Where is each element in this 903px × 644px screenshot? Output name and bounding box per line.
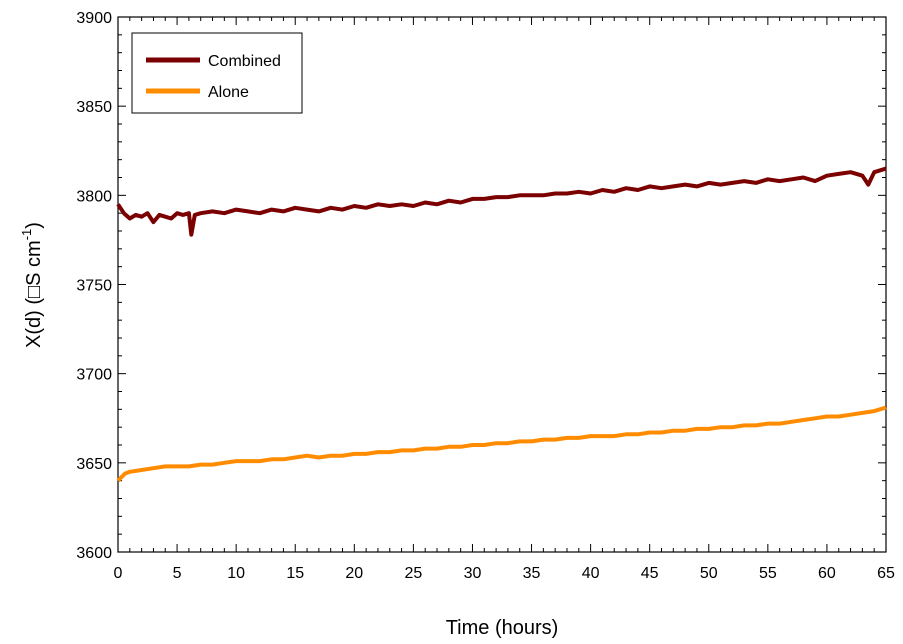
x-axis-title: Time (hours) xyxy=(446,617,559,639)
y-axis-title-close: ) xyxy=(23,222,45,229)
y-axis-title-main: X(d) (□S cm xyxy=(23,240,45,348)
series-line-combined xyxy=(116,166,887,237)
svg-text:X(d) (□S cm-1): X(d) (□S cm-1) xyxy=(19,222,45,348)
legend-label-alone: Alone xyxy=(208,84,249,101)
x-tick-label: 5 xyxy=(173,565,182,582)
x-tick-label: 15 xyxy=(286,565,304,582)
series-line-alone xyxy=(116,405,887,483)
y-tick-label: 3750 xyxy=(76,278,112,295)
y-tick-label: 3900 xyxy=(76,10,112,27)
x-tick-label: 20 xyxy=(345,565,363,582)
x-tick-label: 40 xyxy=(582,565,600,582)
series-layer xyxy=(116,166,887,483)
y-axis: 3600 3650 3700 3750 3800 3850 3900 xyxy=(76,10,886,562)
y-tick-label: 3850 xyxy=(76,99,112,116)
y-axis-title-superscript: -1 xyxy=(19,229,34,241)
x-tick-label: 55 xyxy=(759,565,777,582)
legend-box xyxy=(131,32,303,114)
x-tick-label: 10 xyxy=(227,565,245,582)
x-tick-label: 0 xyxy=(114,565,123,582)
legend: Combined Alone xyxy=(131,32,303,114)
x-tick-label: 25 xyxy=(404,565,422,582)
y-tick-label: 3700 xyxy=(76,367,112,384)
x-tick-label: 35 xyxy=(523,565,541,582)
legend-label-combined: Combined xyxy=(208,53,281,70)
y-tick-label: 3800 xyxy=(76,188,112,205)
x-axis: 0 5 10 15 20 25 30 35 40 45 50 55 60 65 xyxy=(114,17,895,582)
x-tick-label: 50 xyxy=(700,565,718,582)
y-tick-label: 3600 xyxy=(76,545,112,562)
x-tick-label: 60 xyxy=(818,565,836,582)
x-tick-label: 65 xyxy=(877,565,895,582)
x-tick-label: 30 xyxy=(464,565,482,582)
y-tick-label: 3650 xyxy=(76,456,112,473)
x-tick-label: 45 xyxy=(641,565,659,582)
y-axis-title: X(d) (□S cm-1) xyxy=(19,222,45,348)
